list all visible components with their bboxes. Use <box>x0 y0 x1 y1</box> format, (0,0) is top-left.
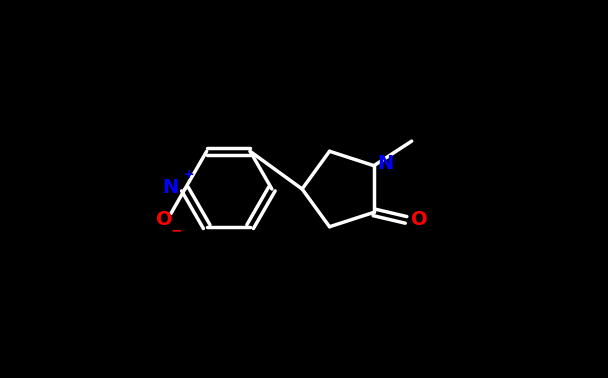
Text: O: O <box>156 210 173 229</box>
Text: O: O <box>410 211 427 229</box>
Text: +: + <box>184 169 195 181</box>
Text: −: − <box>171 223 182 237</box>
Text: N: N <box>378 154 394 173</box>
Text: N: N <box>162 178 178 197</box>
